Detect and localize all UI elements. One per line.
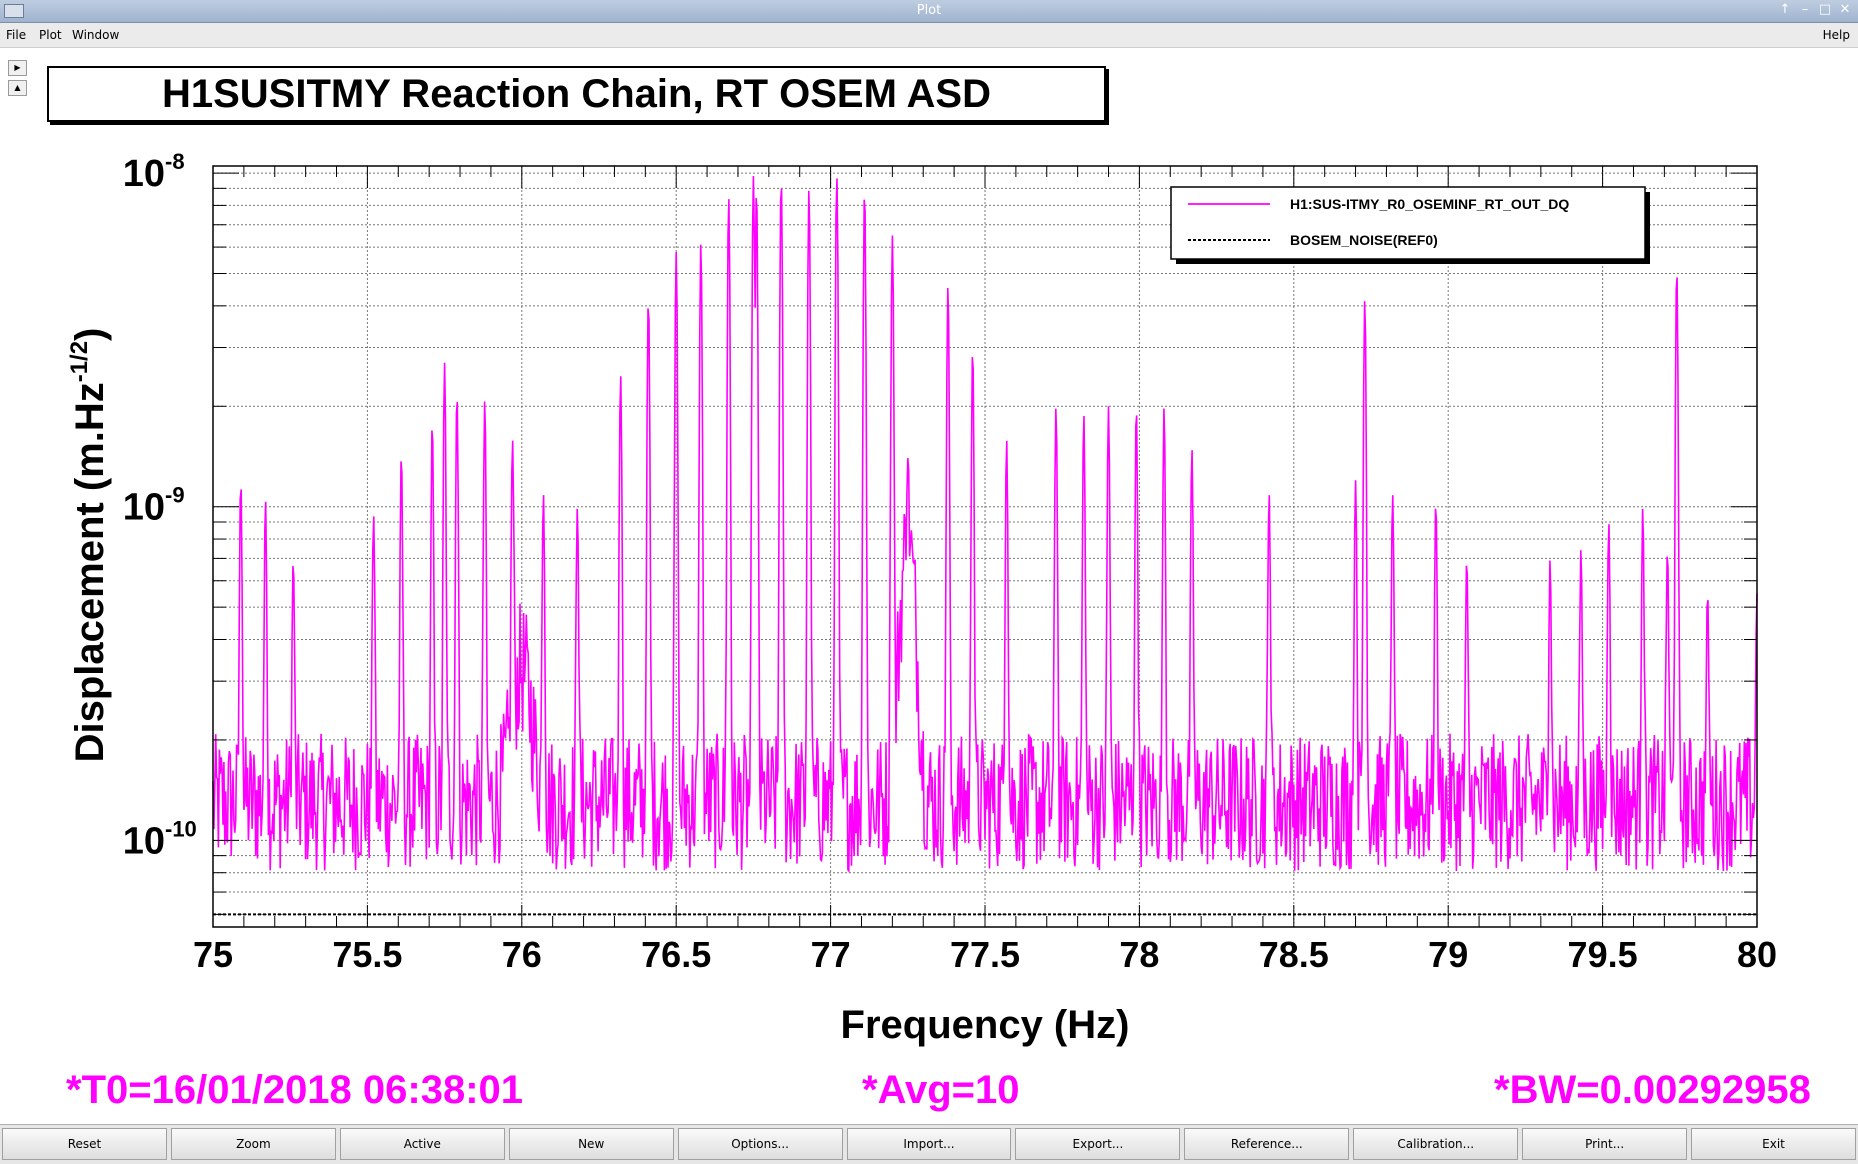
x-tick-label: 79.5 [1568, 934, 1638, 975]
window-title: Plot [916, 3, 942, 18]
menu-window[interactable]: Window [72, 28, 120, 42]
import-button[interactable]: Import... [846, 1128, 1012, 1160]
active-button[interactable]: Active [339, 1128, 505, 1160]
asd-chart[interactable]: 75 75.5 76 76.5 77 77.5 78 78.5 79 79.5 8010-810-9… [0, 0, 1858, 1124]
options-button[interactable]: Options... [677, 1128, 843, 1160]
legend-label-bosem: BOSEM_NOISE(REF0) [1290, 232, 1438, 248]
new-button[interactable]: New [508, 1128, 674, 1160]
button-bar: Reset Zoom Active New Options... Import... Exp… [0, 1124, 1858, 1164]
y-axis-label: Displacement (m.Hz-1/2) [66, 328, 112, 763]
window-menu-icon[interactable] [4, 4, 24, 18]
y-tick-label: 10 [123, 487, 165, 529]
plot-title-box: H1SUSITMY Reaction Chain, RT OSEM ASD [47, 66, 1106, 122]
plot-title: H1SUSITMY Reaction Chain, RT OSEM ASD [161, 72, 991, 116]
menu-bar: File Plot Window Help [0, 23, 1858, 48]
x-tick-label: 76.5 [641, 934, 711, 975]
y-tick-label-exponent: -8 [165, 149, 185, 174]
x-tick-label: 78.5 [1259, 934, 1329, 975]
reference-button[interactable]: Reference... [1184, 1128, 1350, 1160]
menu-file[interactable]: File [6, 28, 27, 42]
collapse-up-icon[interactable]: ▲ [8, 80, 27, 96]
export-button[interactable]: Export... [1015, 1128, 1181, 1160]
x-tick-label: 76 [502, 934, 542, 975]
chart-grid [213, 166, 1757, 927]
chart-ticks [212, 166, 1758, 927]
shade-icon[interactable]: ↑ [1779, 2, 1791, 17]
y-tick-label: 10 [123, 820, 165, 862]
print-button[interactable]: Print... [1522, 1128, 1688, 1160]
stat-t0: *T0=16/01/2018 06:38:01 [66, 1068, 524, 1112]
stat-bw: *BW=0.00292958 [1494, 1068, 1811, 1112]
x-axis-label: Frequency (Hz) [841, 1003, 1130, 1047]
window-titlebar: Plot ↑ – □ ✕ [0, 0, 1858, 23]
close-icon[interactable]: ✕ [1839, 2, 1851, 17]
legend-box [1170, 186, 1646, 260]
exit-button[interactable]: Exit [1691, 1128, 1856, 1160]
x-tick-label: 75.5 [332, 934, 402, 975]
x-tick-label: 75 [193, 934, 233, 975]
expand-right-icon[interactable]: ▶ [8, 60, 27, 76]
menu-plot[interactable]: Plot [39, 28, 62, 42]
zoom-button[interactable]: Zoom [170, 1128, 336, 1160]
y-tick-label-exponent: -10 [165, 816, 197, 841]
calibration-button[interactable]: Calibration... [1353, 1128, 1519, 1160]
x-tick-label: 80 [1737, 934, 1777, 975]
x-tick-label: 77.5 [950, 934, 1020, 975]
reset-button[interactable]: Reset [2, 1128, 167, 1160]
legend-label-osem: H1:SUS-ITMY_R0_OSEMINF_RT_OUT_DQ [1290, 196, 1569, 212]
maximize-icon[interactable]: □ [1818, 2, 1832, 17]
x-tick-label: 79 [1428, 934, 1468, 975]
y-tick-label: 10 [123, 153, 165, 195]
series-line-osem [212, 175, 1758, 874]
chart-labels: 75 75.5 76 76.5 77 77.5 78 78.5 79 79.5 8010-810-9… [66, 149, 1777, 1047]
y-tick-label-exponent: -9 [165, 483, 185, 508]
chart-legend: H1:SUS-ITMY_R0_OSEMINF_RT_OUT_DQ BOSEM_NO… [1170, 186, 1650, 264]
menu-help[interactable]: Help [1822, 28, 1850, 42]
x-tick-label: 77 [811, 934, 851, 975]
x-tick-label: 78 [1119, 934, 1159, 975]
stat-avg: *Avg=10 [862, 1068, 1020, 1112]
minimize-icon[interactable]: – [1801, 2, 1809, 17]
